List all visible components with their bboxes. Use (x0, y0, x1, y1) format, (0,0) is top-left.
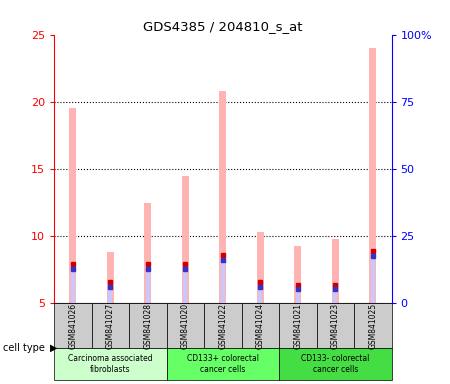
Bar (316, 303, 354, 348)
Bar (144, 203, 151, 303)
Bar (129, 303, 166, 348)
Text: GSM841025: GSM841025 (368, 303, 377, 349)
Bar (354, 303, 392, 348)
Bar (294, 246, 301, 303)
Text: GSM841023: GSM841023 (331, 303, 340, 349)
Bar (221, 259, 225, 303)
Bar (107, 252, 113, 303)
Bar (258, 286, 262, 303)
Bar (54, 348, 166, 380)
Text: cell type: cell type (3, 343, 45, 353)
Bar (108, 286, 112, 303)
Bar (204, 303, 242, 348)
Text: ▶: ▶ (50, 343, 57, 353)
Bar (257, 232, 264, 303)
Bar (166, 348, 279, 380)
Text: GSM841024: GSM841024 (256, 303, 265, 349)
Text: GSM841022: GSM841022 (218, 303, 227, 349)
Bar (369, 48, 376, 303)
Bar (371, 257, 374, 303)
Bar (279, 303, 316, 348)
Bar (69, 109, 76, 303)
Bar (279, 348, 392, 380)
Text: GSM841026: GSM841026 (68, 303, 77, 349)
Bar (91, 303, 129, 348)
Text: CD133- colorectal
cancer cells: CD133- colorectal cancer cells (301, 354, 369, 374)
Text: GSM841020: GSM841020 (181, 303, 190, 349)
Bar (220, 91, 226, 303)
Bar (333, 287, 337, 303)
Text: Carcinoma associated
fibroblasts: Carcinoma associated fibroblasts (68, 354, 153, 374)
Title: GDS4385 / 204810_s_at: GDS4385 / 204810_s_at (143, 20, 302, 33)
Bar (332, 239, 338, 303)
Bar (184, 270, 187, 303)
Bar (242, 303, 279, 348)
Text: GSM841028: GSM841028 (143, 303, 152, 349)
Bar (146, 270, 149, 303)
Bar (182, 176, 189, 303)
Bar (296, 287, 300, 303)
Text: GSM841027: GSM841027 (106, 303, 115, 349)
Bar (166, 303, 204, 348)
Text: GSM841021: GSM841021 (293, 303, 302, 349)
Text: CD133+ colorectal
cancer cells: CD133+ colorectal cancer cells (187, 354, 259, 374)
Bar (54, 303, 91, 348)
Bar (71, 270, 75, 303)
